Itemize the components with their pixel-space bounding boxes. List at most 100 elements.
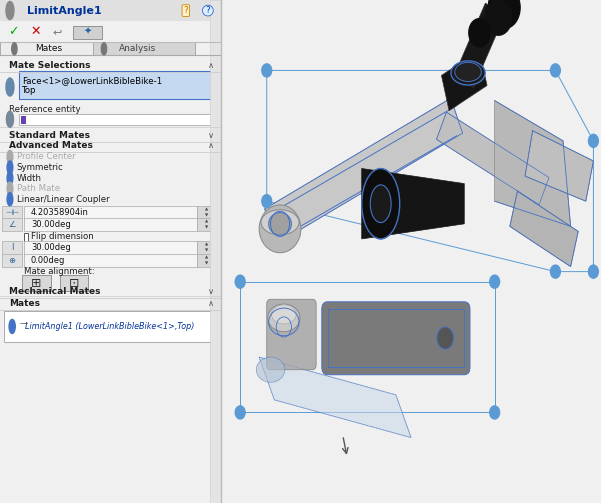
FancyBboxPatch shape bbox=[24, 254, 197, 267]
Circle shape bbox=[102, 43, 106, 55]
FancyBboxPatch shape bbox=[93, 42, 195, 55]
Text: Top: Top bbox=[22, 86, 37, 95]
Ellipse shape bbox=[256, 357, 285, 382]
FancyBboxPatch shape bbox=[0, 0, 221, 21]
FancyBboxPatch shape bbox=[2, 241, 22, 255]
Polygon shape bbox=[442, 50, 487, 111]
Text: ∨: ∨ bbox=[209, 287, 215, 296]
Circle shape bbox=[7, 172, 13, 185]
Polygon shape bbox=[264, 98, 463, 244]
Ellipse shape bbox=[259, 205, 301, 253]
FancyBboxPatch shape bbox=[197, 206, 217, 219]
FancyBboxPatch shape bbox=[210, 0, 221, 503]
FancyBboxPatch shape bbox=[2, 254, 22, 267]
Text: Profile Center: Profile Center bbox=[17, 152, 75, 161]
Polygon shape bbox=[436, 112, 549, 205]
Ellipse shape bbox=[261, 210, 299, 235]
FancyBboxPatch shape bbox=[197, 241, 217, 255]
Text: Flip dimension: Flip dimension bbox=[31, 232, 94, 241]
Text: Symmetric: Symmetric bbox=[17, 163, 63, 172]
Ellipse shape bbox=[455, 62, 481, 81]
Circle shape bbox=[262, 195, 272, 208]
Circle shape bbox=[12, 43, 17, 55]
Circle shape bbox=[551, 64, 560, 77]
Text: ⊣⊢: ⊣⊢ bbox=[5, 208, 19, 217]
Text: Mate alignment:: Mate alignment: bbox=[24, 267, 95, 276]
FancyBboxPatch shape bbox=[19, 114, 213, 125]
Text: 30.00deg: 30.00deg bbox=[31, 220, 71, 229]
Text: ⊡: ⊡ bbox=[69, 277, 79, 290]
FancyBboxPatch shape bbox=[24, 218, 197, 231]
Circle shape bbox=[488, 0, 520, 29]
Text: LimitAngle1: LimitAngle1 bbox=[26, 6, 101, 16]
Circle shape bbox=[490, 275, 499, 288]
Circle shape bbox=[262, 64, 272, 77]
Text: Mates: Mates bbox=[9, 299, 40, 308]
Text: ∠: ∠ bbox=[8, 220, 16, 229]
Text: Mechanical Mates: Mechanical Mates bbox=[9, 287, 100, 296]
Polygon shape bbox=[362, 169, 464, 239]
Text: ∨: ∨ bbox=[209, 131, 215, 140]
Text: —: — bbox=[20, 319, 28, 328]
Text: ▼: ▼ bbox=[205, 249, 209, 253]
Text: ?: ? bbox=[206, 6, 210, 15]
Text: ▼: ▼ bbox=[205, 261, 209, 265]
Polygon shape bbox=[525, 131, 593, 201]
FancyBboxPatch shape bbox=[59, 275, 88, 291]
FancyBboxPatch shape bbox=[21, 116, 26, 124]
Text: ✕: ✕ bbox=[30, 25, 41, 38]
Text: ∧: ∧ bbox=[209, 141, 215, 150]
Text: ✓: ✓ bbox=[8, 25, 19, 38]
Circle shape bbox=[7, 111, 13, 127]
Text: Mate Selections: Mate Selections bbox=[9, 61, 90, 70]
Text: ⊞: ⊞ bbox=[31, 277, 41, 290]
Ellipse shape bbox=[267, 304, 300, 332]
Text: ▲: ▲ bbox=[205, 207, 209, 211]
FancyBboxPatch shape bbox=[24, 233, 28, 242]
Text: Advanced Mates: Advanced Mates bbox=[9, 141, 93, 150]
Text: ▲: ▲ bbox=[205, 243, 209, 247]
FancyBboxPatch shape bbox=[4, 311, 212, 342]
Text: Linear/Linear Coupler: Linear/Linear Coupler bbox=[17, 195, 109, 204]
Text: ▼: ▼ bbox=[205, 213, 209, 217]
FancyBboxPatch shape bbox=[22, 275, 51, 291]
Text: ▲: ▲ bbox=[205, 255, 209, 259]
Text: ⊕: ⊕ bbox=[8, 256, 16, 265]
Text: ↩: ↩ bbox=[53, 27, 62, 37]
Ellipse shape bbox=[362, 169, 400, 239]
FancyBboxPatch shape bbox=[24, 241, 197, 255]
Polygon shape bbox=[510, 191, 578, 267]
Text: ∧: ∧ bbox=[209, 61, 215, 70]
Circle shape bbox=[551, 265, 560, 278]
FancyBboxPatch shape bbox=[322, 302, 470, 375]
Text: Reference entity: Reference entity bbox=[9, 105, 81, 114]
FancyBboxPatch shape bbox=[197, 254, 217, 267]
Text: 4.20358904in: 4.20358904in bbox=[31, 208, 89, 217]
Ellipse shape bbox=[370, 185, 391, 223]
Text: LimitAngle1 (LowerLinkBibleBike<1>,Top): LimitAngle1 (LowerLinkBibleBike<1>,Top) bbox=[25, 322, 195, 331]
Text: 30.00deg: 30.00deg bbox=[31, 243, 71, 253]
Circle shape bbox=[7, 193, 13, 206]
Text: Face<1>@LowerLinkBibleBike-1: Face<1>@LowerLinkBibleBike-1 bbox=[22, 76, 162, 85]
Ellipse shape bbox=[272, 305, 296, 324]
Polygon shape bbox=[259, 357, 411, 438]
Text: Mates: Mates bbox=[35, 44, 63, 53]
FancyBboxPatch shape bbox=[2, 218, 22, 231]
FancyBboxPatch shape bbox=[197, 218, 217, 231]
Circle shape bbox=[469, 19, 490, 47]
Circle shape bbox=[437, 327, 454, 349]
Circle shape bbox=[235, 275, 245, 288]
Circle shape bbox=[588, 134, 599, 147]
FancyBboxPatch shape bbox=[0, 42, 93, 55]
Ellipse shape bbox=[451, 61, 485, 85]
Text: ✦: ✦ bbox=[84, 27, 91, 37]
Circle shape bbox=[588, 265, 599, 278]
Circle shape bbox=[6, 78, 14, 96]
Circle shape bbox=[7, 182, 13, 195]
Circle shape bbox=[7, 161, 13, 174]
Polygon shape bbox=[455, 3, 504, 88]
Ellipse shape bbox=[269, 212, 291, 235]
Circle shape bbox=[6, 2, 14, 20]
Text: I: I bbox=[11, 243, 13, 253]
Text: ▼: ▼ bbox=[205, 225, 209, 229]
